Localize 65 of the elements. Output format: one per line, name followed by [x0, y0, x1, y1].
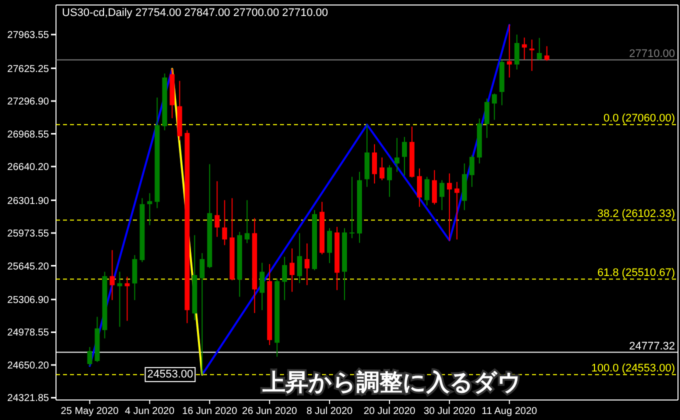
candlestick [506, 24, 512, 78]
candlestick [416, 168, 422, 208]
candlestick [394, 137, 400, 172]
candlestick [529, 39, 534, 72]
x-tick-label: 26 Jun 2020 [242, 406, 298, 417]
candlestick [124, 276, 130, 322]
candlestick [492, 93, 497, 120]
candlestick [214, 180, 220, 238]
candlestick [200, 252, 205, 376]
ref-line-label: 38.2 (26102.33) [597, 208, 675, 220]
y-tick-label: 27296.90 [7, 96, 50, 108]
y-tick-label: 26968.55 [7, 129, 50, 140]
candlestick [454, 181, 460, 240]
candlestick [260, 262, 265, 311]
candlestick [244, 200, 250, 244]
x-tick-label: 4 Jun 2020 [124, 406, 175, 417]
candlestick [514, 34, 520, 70]
candlestick [536, 37, 542, 60]
candlestick [350, 176, 354, 239]
candlestick [424, 176, 430, 206]
candlestick [282, 256, 288, 301]
candlestick [387, 164, 392, 198]
candlestick [402, 136, 407, 176]
candlestick [522, 37, 527, 60]
y-tick-label: 25645.20 [7, 261, 50, 272]
y-tick-label: 27963.55 [7, 30, 50, 42]
y-tick-label: 26301.90 [7, 196, 50, 207]
y-tick-label: 25306.90 [7, 294, 50, 306]
x-tick-label: 25 May 2020 [60, 406, 120, 417]
candlestick [222, 200, 228, 246]
ref-line-label: 27710.00 [629, 48, 675, 60]
x-tick-label: 16 Jun 2020 [182, 406, 238, 417]
candlestick [110, 250, 115, 301]
y-tick-label: 24321.85 [7, 393, 50, 404]
x-tick-label: 11 Aug 2020 [482, 406, 538, 417]
candlestick [87, 346, 92, 366]
x-tick-label: 30 Jul 2020 [424, 406, 476, 417]
candlestick [432, 170, 437, 205]
ref-line-label: 61.8 (25510.67) [597, 267, 675, 280]
candlestick [372, 144, 377, 184]
y-tick-label: 25973.55 [7, 228, 50, 240]
candlestick [446, 172, 452, 242]
candlestick [304, 242, 310, 286]
ref-line-label: 0.0 (27060.00) [603, 112, 675, 125]
candlestick [117, 271, 122, 328]
candlestick [290, 248, 295, 292]
y-tick-label: 27625.25 [7, 64, 50, 75]
candlestick [544, 46, 550, 62]
chart-subtitle: US30-cd,Daily 27754.00 27847.00 27700.00 27710.00 [62, 7, 328, 19]
candlestick [297, 232, 302, 284]
candlestick [484, 98, 490, 138]
y-tick-label: 26640.20 [7, 162, 50, 174]
candlestick [147, 192, 152, 226]
annotation: 24553.00 [147, 368, 194, 381]
candlestick [439, 180, 444, 211]
ref-line-label: 24777.32 [629, 340, 675, 352]
ref-line-label: 100.0 (24553.00) [591, 362, 675, 375]
candlestick [327, 228, 332, 264]
candlestick [380, 156, 384, 181]
text: 上昇から調整に入るダウ [262, 369, 522, 395]
y-tick-label: 24650.20 [7, 360, 50, 372]
y-tick-label: 24978.55 [7, 328, 50, 339]
x-tick-label: 8 Jul 2020 [306, 406, 354, 417]
x-tick-label: 20 Jul 2020 [364, 406, 416, 417]
candlestick [469, 154, 474, 188]
